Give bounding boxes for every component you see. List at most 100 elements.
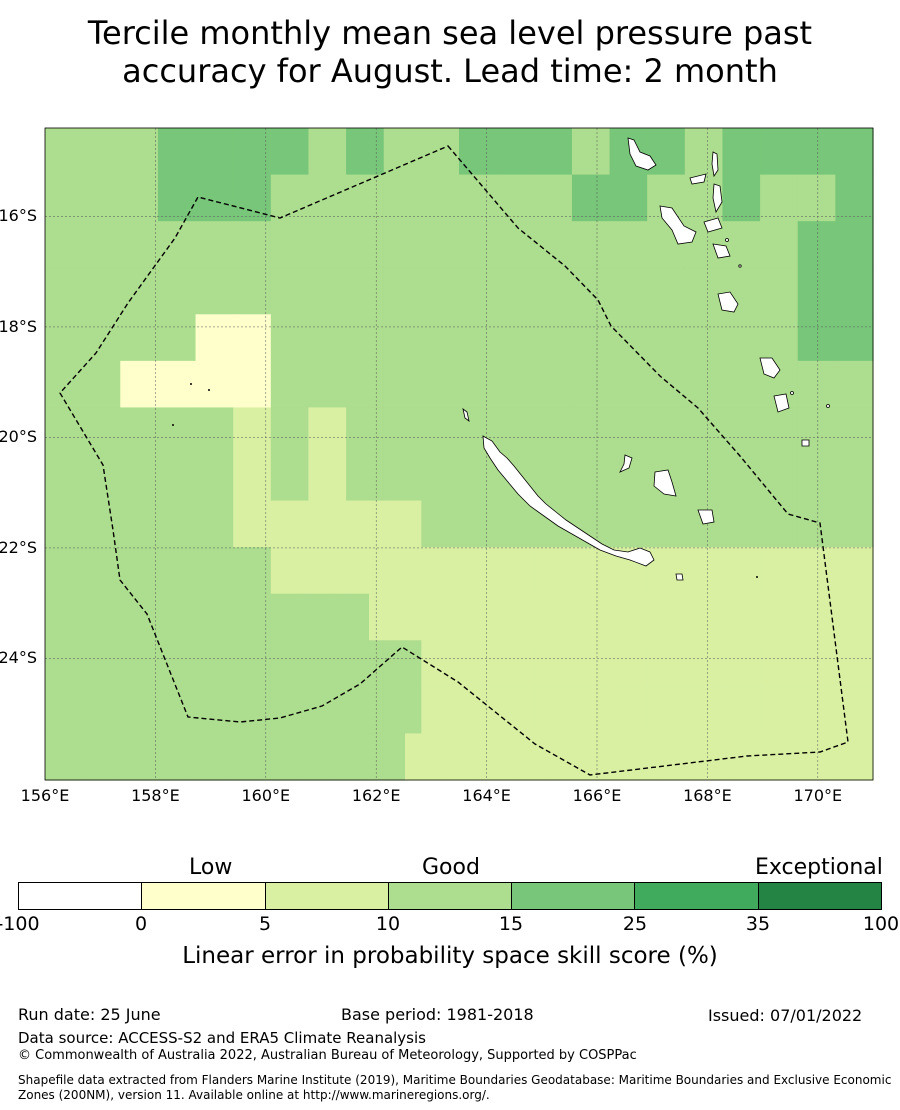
colorbar-segment: [388, 883, 513, 909]
skill-cell: [233, 640, 272, 688]
skill-cell: [760, 221, 799, 269]
skill-cell: [45, 593, 82, 641]
small-islet: [826, 404, 830, 408]
skill-cell: [657, 733, 694, 781]
skill-cell: [684, 686, 724, 735]
skill-cell: [647, 407, 686, 455]
skill-cell: [82, 640, 121, 688]
skill-cell: [534, 686, 573, 735]
skill-cell: [534, 314, 573, 362]
skill-cell: [270, 640, 310, 688]
mare-island: [697, 509, 715, 525]
skill-cell: [647, 314, 686, 362]
skill-cell: [82, 360, 121, 409]
skill-cell: [513, 593, 550, 641]
graticule: [45, 128, 873, 780]
skill-cell: [459, 128, 498, 176]
skill-cell: [459, 640, 498, 688]
skill-cell: [459, 454, 498, 502]
skill-cell: [797, 407, 836, 455]
skill-cell: [459, 221, 498, 269]
small-islet: [725, 238, 729, 242]
skill-cell: [308, 267, 347, 315]
skill-cell: [45, 454, 84, 502]
skill-cell: [722, 407, 761, 455]
skill-cell: [308, 407, 347, 455]
skill-cell: [261, 733, 298, 781]
colorbar-segment: [635, 883, 759, 909]
skill-cell: [797, 640, 836, 688]
skill-cell: [421, 128, 460, 176]
skill-cell: [120, 407, 159, 455]
skill-cell: [270, 128, 310, 176]
skill-cell: [571, 686, 611, 735]
skill-cell: [189, 733, 226, 781]
skill-cell: [496, 407, 535, 455]
efate-island: [717, 291, 739, 313]
skill-cell: [835, 407, 874, 455]
skill-cell: [233, 128, 272, 176]
skill-cell: [496, 314, 535, 362]
skill-cell: [760, 174, 799, 222]
skill-cell: [722, 314, 761, 362]
skill-cell: [684, 360, 724, 409]
skill-cell: [270, 221, 310, 269]
skill-grid: [45, 128, 874, 781]
skill-cell: [308, 500, 347, 548]
eez-boundary: [59, 145, 849, 776]
skill-cell: [693, 733, 730, 781]
skill-cell: [647, 128, 686, 176]
skill-cell: [534, 128, 573, 176]
skill-cell: [609, 314, 648, 362]
skill-cell: [421, 360, 460, 409]
skill-cell: [233, 454, 272, 502]
skill-cell: [801, 733, 838, 781]
skill-cell: [621, 593, 658, 641]
skill-cell: [534, 267, 573, 315]
skill-cell: [383, 221, 422, 269]
skill-cell: [81, 593, 118, 641]
shapefile-credit: Shapefile data extracted from Flanders M…: [18, 1073, 892, 1102]
skill-cell: [684, 407, 724, 455]
skill-cell: [609, 221, 648, 269]
skill-cell: [609, 500, 648, 548]
skill-cell: [369, 733, 406, 781]
skill-cell: [722, 547, 761, 595]
skill-cell: [157, 686, 197, 735]
skill-cell: [383, 314, 422, 362]
skill-cell: [837, 733, 874, 781]
isle-of-pines: [675, 573, 684, 581]
skill-cell: [760, 407, 799, 455]
skill-cell: [225, 733, 262, 781]
skill-cell: [585, 733, 622, 781]
latitude-label: 18°S: [0, 316, 37, 336]
skill-cell: [647, 686, 686, 735]
longitude-label: 160°E: [241, 786, 291, 805]
skill-cell: [233, 547, 272, 595]
skill-cell: [571, 174, 611, 222]
skill-cell: [405, 593, 442, 641]
skill-cell: [496, 174, 535, 222]
skill-cell: [233, 407, 272, 455]
colorbar-segment: [758, 883, 881, 909]
skill-map: [44, 127, 874, 781]
land-outlines: [172, 137, 830, 581]
skill-cell: [270, 547, 310, 595]
skill-cell: [647, 500, 686, 548]
skill-cell: [82, 267, 121, 315]
map-title-line-2: accuracy for August. Lead time: 2 month: [122, 52, 778, 90]
skill-cell: [308, 314, 347, 362]
pentecost-island: [712, 183, 723, 214]
skill-cell: [835, 500, 874, 548]
skill-cell: [837, 593, 874, 641]
skill-cell: [647, 267, 686, 315]
skill-cell: [233, 314, 272, 362]
skill-cell: [760, 547, 799, 595]
skill-cell: [233, 500, 272, 548]
skill-cell: [157, 547, 197, 595]
skill-cell: [534, 221, 573, 269]
skill-cell: [157, 267, 197, 315]
map-frame: [44, 127, 874, 781]
skill-cell: [722, 128, 761, 176]
skill-cell: [534, 547, 573, 595]
